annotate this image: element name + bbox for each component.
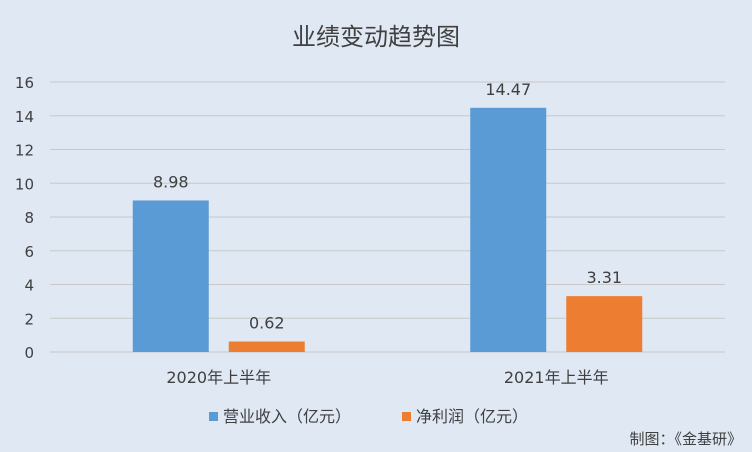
y-tick-label: 12 [15, 142, 34, 160]
legend-label: 净利润（亿元） [416, 407, 528, 426]
legend-swatch [402, 412, 411, 421]
bar [566, 296, 643, 352]
y-axis-ticks: 0 2 4 6 8 10 12 14 16 [15, 74, 34, 362]
y-tick-label: 6 [24, 243, 34, 261]
data-label: 3.31 [586, 268, 622, 287]
legend-label: 营业收入（亿元） [223, 407, 351, 426]
data-label: 0.62 [249, 314, 285, 333]
source-note: 制图：《金基研》 [629, 430, 742, 448]
bar [228, 341, 305, 352]
y-tick-label: 0 [24, 344, 34, 362]
legend: 营业收入（亿元） 净利润（亿元） [209, 407, 528, 426]
bar [132, 200, 209, 352]
y-tick-label: 14 [15, 108, 34, 126]
bars: 8.98 0.62 14.47 3.31 [132, 80, 643, 352]
y-tick-label: 16 [15, 74, 34, 92]
y-tick-label: 4 [24, 277, 34, 295]
bar [470, 107, 547, 352]
chart-title: 业绩变动趋势图 [292, 23, 460, 51]
x-tick-label: 2021年上半年 [504, 368, 609, 387]
legend-swatch [209, 412, 218, 421]
x-axis-ticks: 2020年上半年 2021年上半年 [166, 368, 608, 387]
data-label: 14.47 [485, 80, 531, 99]
y-tick-label: 2 [24, 310, 34, 328]
y-tick-label: 8 [24, 209, 34, 227]
y-tick-label: 10 [15, 175, 34, 193]
x-tick-label: 2020年上半年 [166, 368, 271, 387]
data-label: 8.98 [153, 172, 189, 191]
